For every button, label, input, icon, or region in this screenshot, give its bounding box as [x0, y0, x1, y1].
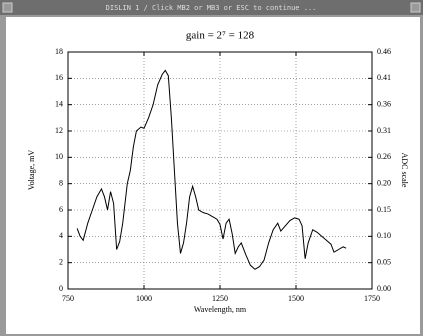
window-title: DISLIN 1 / Click MB2 or MB3 or ESC to co… — [106, 4, 317, 12]
plot-frame — [67, 51, 373, 290]
y-tick-label: 4 — [59, 231, 63, 240]
x-tick-label: 1500 — [288, 294, 304, 303]
y-tick-label: 10 — [55, 152, 63, 161]
y-tick-label: 2 — [59, 257, 63, 266]
y-tick-label: 12 — [55, 126, 63, 135]
x-tick-label: 1750 — [364, 294, 380, 303]
menu-button[interactable] — [2, 2, 13, 13]
canvas — [6, 17, 420, 334]
y2-tick-label: 0.26 — [377, 152, 391, 161]
y2-tick-label: 0.46 — [377, 47, 391, 56]
x-axis-label: Wavelength, nm — [194, 305, 247, 314]
y-tick-label: 0 — [59, 284, 63, 293]
y2-tick-label: 0.05 — [377, 257, 391, 266]
y2-tick-label: 0.10 — [377, 231, 391, 240]
y2-tick-label: 0.20 — [377, 178, 391, 187]
x-tick-label: 1250 — [212, 294, 228, 303]
title-bar — [0, 0, 423, 15]
y2-axis-label: ADC scale — [400, 153, 409, 188]
y-tick-label: 14 — [55, 99, 63, 108]
maximize-button[interactable] — [410, 2, 421, 13]
y2-tick-label: 0.00 — [377, 284, 391, 293]
chart-title: gain = 2⁷ = 128 — [186, 30, 255, 42]
y-tick-label: 16 — [55, 73, 63, 82]
y-tick-label: 18 — [55, 47, 63, 56]
x-tick-label: 1000 — [136, 294, 152, 303]
y2-tick-label: 0.31 — [377, 126, 391, 135]
y-tick-label: 8 — [59, 178, 63, 187]
x-tick-label: 750 — [62, 294, 74, 303]
y2-tick-label: 0.15 — [377, 205, 391, 214]
data-line — [76, 69, 347, 270]
y-tick-label: 6 — [59, 205, 63, 214]
y2-tick-label: 0.41 — [377, 73, 391, 82]
y2-tick-label: 0.36 — [377, 99, 391, 108]
y-axis-label: Voltage, mV — [27, 150, 36, 191]
